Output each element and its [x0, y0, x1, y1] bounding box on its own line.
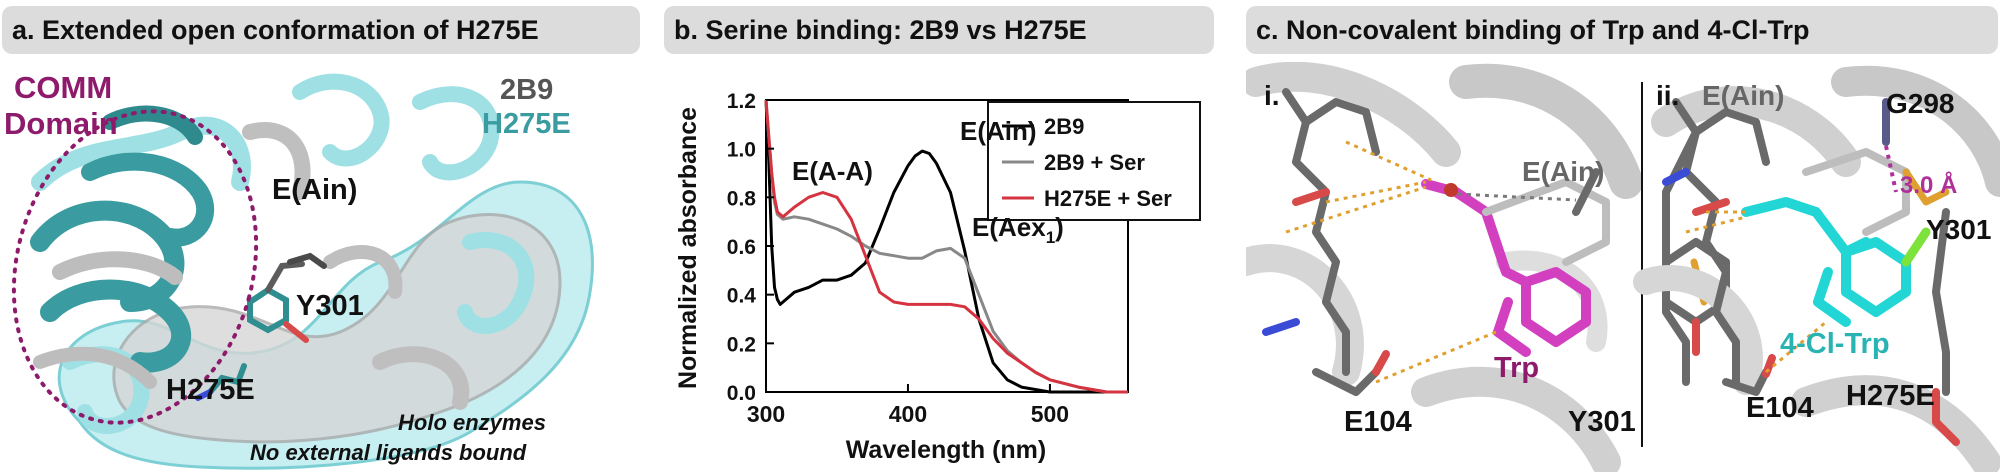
- subpanel-i-trp-label: Trp: [1494, 352, 1540, 384]
- subpanel-ii-h275e-label: H275E: [1846, 380, 1935, 412]
- holo-note-line1: Holo enzymes: [398, 410, 546, 435]
- legend-label-2b9: 2B9: [1044, 114, 1084, 139]
- panel-a-structure: COMM Domain 2B9 H275E E(Ain) Y301 H275E …: [0, 62, 650, 472]
- y-tick-label: 1.0: [727, 139, 756, 162]
- subpanel-ii-e104-label: E104: [1746, 392, 1814, 424]
- y301-label: Y301: [296, 290, 364, 322]
- panel-c-header: c. Non-covalent binding of Trp and 4-Cl-…: [1246, 6, 1998, 54]
- peak-label-e-aa: E(A-A): [792, 156, 873, 186]
- subpanel-ii-g298-label: G298: [1886, 88, 1955, 119]
- subpanel-ii-cl-trp-label: 4-Cl-Trp: [1780, 328, 1890, 360]
- legend-2b9-label: 2B9: [500, 74, 554, 106]
- panel-b-chart: 300 400 500 0.0 0.2 0.4 0.6 0.8 1.0 1.2 Normalize…: [660, 62, 1240, 472]
- x-tick-label: 400: [889, 401, 927, 427]
- subpanel-ii-e-ain-label: E(Ain): [1702, 80, 1785, 111]
- protein-overlay-illustration: [0, 62, 650, 472]
- legend-h275e-label: H275E: [482, 108, 571, 140]
- y-tick-label: 0.8: [727, 187, 757, 210]
- e-ain-label: E(Ain): [272, 174, 358, 206]
- peak-label-e-aex: E(Aex1): [972, 212, 1064, 247]
- y-axis-title: Normalized absorbance: [674, 107, 702, 389]
- x-tick-label: 300: [747, 401, 785, 427]
- peak-label-e-ain: E(Ain): [960, 116, 1037, 146]
- absorbance-chart: 300 400 500 0.0 0.2 0.4 0.6 0.8 1.0 1.2 Normalize…: [674, 90, 1201, 464]
- subpanel-i-e104-label: E104: [1344, 406, 1412, 438]
- y-tick-label: 0.6: [727, 236, 756, 259]
- y-tick-label: 0.2: [727, 333, 756, 356]
- h275e-residue-label: H275E: [166, 374, 255, 406]
- legend-label-2b9-ser: 2B9 + Ser: [1044, 150, 1145, 175]
- holo-note-line2: No external ligands bound: [250, 440, 527, 465]
- subpanel-ii-y301-label: Y301: [1926, 214, 1992, 245]
- series-line-h275e-ser: [764, 99, 1128, 394]
- legend-label-h275e-ser: H275E + Ser: [1044, 186, 1172, 211]
- y-tick-label: 0.0: [727, 382, 756, 405]
- y-tick-label: 1.2: [727, 90, 756, 113]
- subpanel-i-y301-label: Y301: [1568, 406, 1636, 438]
- subpanel-ii-distance-label: 3.0 Å: [1900, 172, 1958, 199]
- subpanel-i-label: i.: [1264, 80, 1280, 111]
- subpanel-ii-label: ii.: [1656, 80, 1680, 111]
- series-line-2b9: [764, 99, 1128, 394]
- x-axis-title: Wavelength (nm): [846, 436, 1046, 464]
- binding-site-illustrations: [1246, 62, 2000, 472]
- subpanel-i-e-ain-label: E(Ain): [1522, 156, 1605, 187]
- comm-domain-label-line2: Domain: [4, 106, 118, 141]
- panel-b-header: b. Serine binding: 2B9 vs H275E: [664, 6, 1214, 54]
- x-tick-label: 500: [1031, 401, 1069, 427]
- panel-c-structures: i. E(Ain) Trp E104 Y301 ii. E(Ain) G298 …: [1246, 62, 2000, 472]
- comm-domain-label-line1: COMM: [14, 70, 113, 105]
- y-tick-label: 0.4: [727, 285, 757, 308]
- panel-a-header: a. Extended open conformation of H275E: [2, 6, 640, 54]
